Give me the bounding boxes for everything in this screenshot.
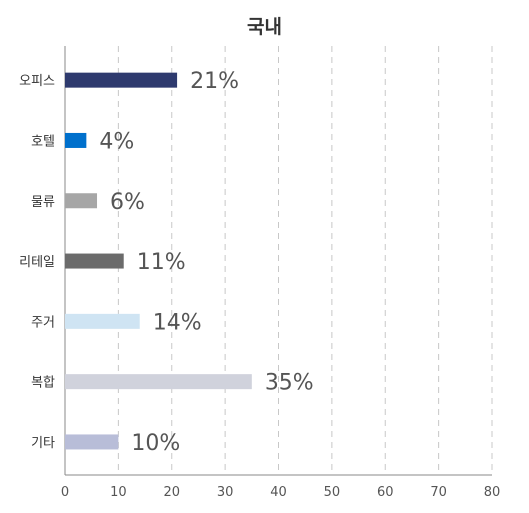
bar [65,313,140,329]
data-label: 6% [110,190,145,215]
x-tick-label: 70 [430,485,447,500]
bar [65,253,124,269]
x-tick-label: 50 [324,485,341,500]
value-labels: 21% 4% 6% 11% 14% 35% 10% [99,69,313,456]
x-tick-label: 40 [270,485,287,500]
bar [65,374,252,390]
x-tick-label: 0 [61,485,69,500]
data-label: 21% [190,69,239,94]
category-label: 복합 [31,376,55,391]
category-label: 물류 [31,195,55,210]
bar [65,132,87,148]
bars [65,72,252,450]
chart-title: 국내 [247,16,282,38]
bar [65,193,98,209]
data-label: 11% [137,250,186,275]
data-label: 10% [131,431,180,456]
data-label: 35% [265,371,314,396]
category-label: 리테일 [19,255,55,270]
data-label: 4% [99,129,134,154]
bar [65,434,119,450]
category-label: 주거 [31,315,55,330]
x-tick-label: 80 [484,485,501,500]
x-tick-label: 30 [217,485,234,500]
data-label: 14% [153,310,202,335]
x-tick-label: 20 [163,485,180,500]
bar [65,72,178,88]
category-label: 오피스 [19,74,55,89]
category-label: 호텔 [31,134,55,149]
x-tick-labels: 0 10 20 30 40 50 60 70 80 [61,485,500,500]
x-tick-label: 60 [377,485,394,500]
category-label: 기타 [31,436,55,451]
x-tick-label: 10 [110,485,127,500]
